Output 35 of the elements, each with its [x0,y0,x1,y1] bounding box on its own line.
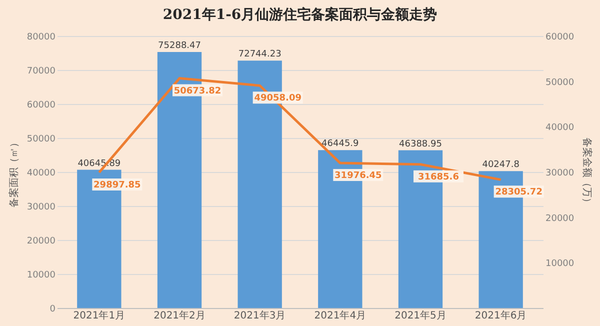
x-tick-label: 2021年5月 [394,310,446,322]
y-tick-label: 0 [50,304,56,314]
x-tick-label: 2021年2月 [154,310,206,322]
y-tick-label: 70000 [26,66,56,76]
data-label: 46388.95 [399,139,442,150]
y2-tick-label: 50000 [546,78,574,88]
y-tick-label: 60000 [26,100,56,110]
x-tick-label: 2021年3月 [234,310,286,322]
y2-tick-label: 30000 [546,168,574,178]
chart-title: 2021年1-6月仙游住宅备案面积与金额走势 [162,6,438,23]
y2-tick-label: 20000 [546,214,574,224]
x-tick-label: 2021年4月 [314,310,366,322]
data-label: 50673.82 [174,86,222,96]
x-tick-label: 2021年6月 [474,310,527,322]
y-tick-label: 50000 [26,134,56,144]
data-label: 28305.72 [495,188,542,198]
x-tick-label: 2021年1月 [73,310,126,322]
y-tick-label: 20000 [26,236,56,246]
y2-axis-title: 备案金额（万） [581,138,594,208]
y2-tick-label: 60000 [546,32,574,42]
y-tick-label: 10000 [26,270,56,280]
y-tick-label: 40000 [26,168,56,178]
data-label: 49058.09 [254,94,302,104]
y2-tick-label: 40000 [546,123,574,134]
data-label: 31685.6 [418,172,459,182]
y-axis-title: 备案面积（㎡） [8,138,20,208]
y-tick-label: 80000 [26,32,56,42]
data-label: 46445.9 [322,139,360,150]
y-tick-label: 30000 [26,202,56,212]
data-label: 31976.45 [334,171,382,182]
data-label: 29897.85 [94,180,141,190]
y2-tick-label: 10000 [546,259,574,270]
data-label: 40247.8 [482,160,520,170]
data-label: 72744.23 [238,50,282,60]
data-label: 75288.47 [158,41,201,52]
